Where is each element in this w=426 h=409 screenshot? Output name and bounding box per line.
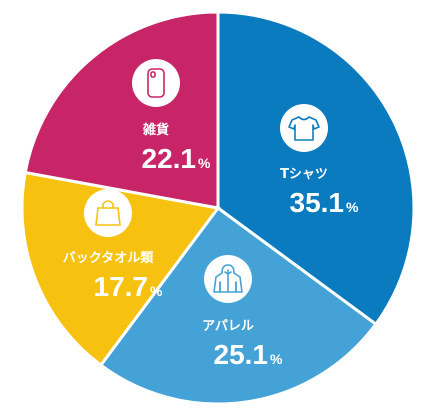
slice-labels: Tシャツ 35.1 % アパレル 25.1 % バックタオル類 17.7 % 雑貨 22.1% [63,59,359,370]
slice-label-towel-bag: バックタオル類 17.7% [63,189,163,302]
pie-slice-t-shirt [216,10,416,327]
slice-label-apparel: アパレル 25.1% [202,255,283,370]
hooded-jacket-icon [213,264,243,293]
percent-value: 17.7 [94,271,149,302]
category-label: バックタオル類 [63,251,154,266]
percent-unit: % [346,199,359,215]
percent-value: 22.1 [142,143,197,174]
slice-label-goods: 雑貨 22.1% [132,59,211,174]
t-shirt-icon [288,116,320,141]
icon-badge [280,104,328,152]
icon-badge [132,59,180,107]
pie-slice-goods [23,10,220,210]
pie-slice-apparel [98,205,378,406]
pie-slice-towel-bag [20,170,221,368]
percent-unit: % [270,351,283,367]
percent-unit: % [150,283,163,299]
category-label: アパレル [202,319,254,334]
category-label: Tシャツ [280,167,328,182]
tote-bag-icon [95,200,121,226]
pie-slices [20,10,416,406]
slice-label-t-shirt: Tシャツ 35.1% [280,104,359,218]
percent-value: 35.1 [290,187,345,218]
phone-case-icon [147,68,165,98]
category-label: 雑貨 [142,122,169,138]
percent-value: 25.1 [214,339,269,370]
percent-unit: % [198,155,211,171]
icon-badge [84,189,132,237]
